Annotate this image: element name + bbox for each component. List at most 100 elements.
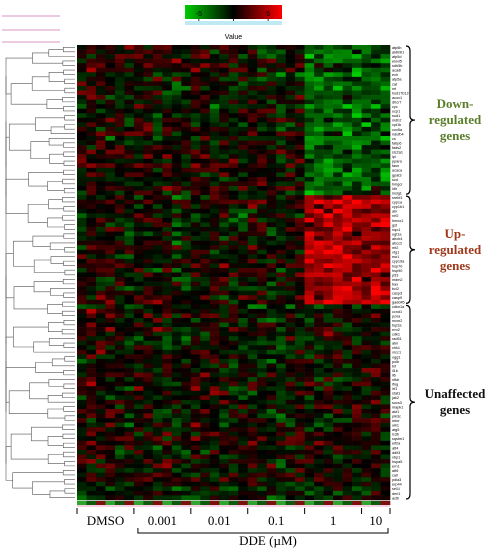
- heatmap-cell: [276, 76, 286, 82]
- heatmap-cell: [228, 108, 239, 114]
- heatmap-cell: [323, 158, 334, 164]
- heatmap-cell: [143, 54, 154, 59]
- heatmap-cell: [162, 331, 173, 337]
- heatmap-cell: [371, 190, 381, 196]
- heatmap-cell: [171, 377, 182, 382]
- heatmap-cell: [143, 495, 154, 501]
- heatmap-cell: [371, 468, 381, 473]
- heatmap-cell: [152, 413, 163, 419]
- heatmap-cell: [314, 208, 324, 214]
- heatmap-cell: [95, 368, 106, 373]
- heatmap-cell: [380, 336, 391, 342]
- heatmap-cell: [333, 76, 343, 82]
- heatmap-cell: [257, 299, 267, 305]
- heatmap-cell: [371, 195, 381, 200]
- heatmap-cell: [209, 131, 220, 137]
- heatmap-cell: [380, 390, 391, 396]
- heatmap-cell: [95, 404, 106, 410]
- heatmap-cell: [352, 459, 362, 464]
- heatmap-cell: [133, 349, 144, 355]
- heatmap-cell: [371, 399, 381, 405]
- heatmap-cell: [114, 126, 125, 132]
- heatmap-cell: [247, 263, 258, 269]
- heatmap-cell: [380, 290, 391, 296]
- heatmap-cell: [105, 122, 116, 128]
- heatmap-cell: [86, 331, 97, 337]
- heatmap-cell: [124, 154, 135, 160]
- heatmap-cell: [190, 208, 201, 214]
- heatmap-cell: [190, 490, 201, 496]
- heatmap-cell: [247, 390, 258, 396]
- heatmap-cell: [380, 122, 391, 128]
- row-label: atp5d: [392, 55, 402, 59]
- dendrogram-branch: [63, 319, 75, 326]
- heatmap-cell: [171, 117, 182, 123]
- heatmap-cell: [162, 231, 173, 237]
- heatmap-cell: [380, 454, 391, 460]
- heatmap-cell: [380, 304, 391, 310]
- heatmap-cell: [105, 108, 116, 114]
- heatmap-cell: [238, 313, 249, 319]
- heatmap-cell: [190, 277, 201, 282]
- heatmap-cell: [152, 418, 163, 423]
- heatmap-cell: [219, 190, 230, 196]
- heatmap-cell: [105, 358, 116, 364]
- heatmap-cell: [200, 49, 211, 55]
- heatmap-cell: [95, 72, 106, 78]
- heatmap-cell: [228, 131, 239, 137]
- heatmap-cell: [124, 149, 135, 155]
- heatmap-cell: [95, 195, 106, 200]
- heatmap-cell: [114, 404, 125, 410]
- heatmap-cell: [314, 299, 324, 305]
- heatmap-cell: [323, 45, 334, 50]
- heatmap-cell: [295, 117, 305, 123]
- heatmap-cell: [380, 85, 391, 91]
- heatmap-cell: [95, 267, 106, 273]
- heatmap-cell: [114, 281, 125, 287]
- heatmap-cell: [228, 354, 239, 360]
- heatmap-cell: [314, 181, 324, 187]
- heatmap-cell: [257, 204, 267, 210]
- heatmap-cell: [361, 281, 372, 287]
- heatmap-cell: [276, 249, 286, 255]
- heatmap-cell: [371, 227, 381, 232]
- heatmap-cell: [285, 436, 296, 442]
- heatmap-cell: [133, 481, 144, 487]
- heatmap-cell: [86, 490, 97, 496]
- heatmap-cell: [181, 281, 192, 287]
- heatmap-cell: [380, 249, 391, 255]
- heatmap-cell: [333, 354, 343, 360]
- heatmap-cell: [219, 272, 230, 278]
- heatmap-cell: [105, 295, 116, 301]
- heatmap-cell: [314, 113, 324, 119]
- heatmap-cell: [257, 140, 267, 146]
- dendrogram-branch: [64, 224, 75, 230]
- dendrogram-branch: [47, 436, 64, 446]
- heatmap-cell: [380, 345, 391, 351]
- heatmap-cell: [323, 413, 334, 419]
- heatmap-cell: [143, 231, 154, 237]
- heatmap-cell: [333, 122, 343, 128]
- heatmap-cell: [162, 404, 173, 410]
- heatmap-cell: [95, 277, 106, 282]
- heatmap-cell: [219, 304, 230, 310]
- heatmap-cell: [276, 154, 286, 160]
- heatmap-cell: [190, 349, 201, 355]
- heatmap-cell: [95, 454, 106, 460]
- heatmap-cell: [133, 431, 144, 437]
- heatmap-cell: [333, 126, 343, 132]
- heatmap-cell: [95, 399, 106, 405]
- heatmap-cell: [247, 486, 258, 492]
- heatmap-cell: [304, 427, 315, 433]
- heatmap-cell: [209, 240, 220, 246]
- row-label: tnf: [392, 364, 397, 368]
- heatmap-cell: [276, 208, 286, 214]
- heatmap-cell: [295, 354, 305, 360]
- heatmap-cell: [247, 299, 258, 305]
- dendrogram-branch: [63, 442, 75, 448]
- heatmap-cell: [342, 95, 353, 100]
- heatmap-cell: [190, 440, 201, 446]
- heatmap-cell: [333, 113, 343, 119]
- heatmap-cell: [352, 258, 362, 264]
- heatmap-cell: [190, 140, 201, 146]
